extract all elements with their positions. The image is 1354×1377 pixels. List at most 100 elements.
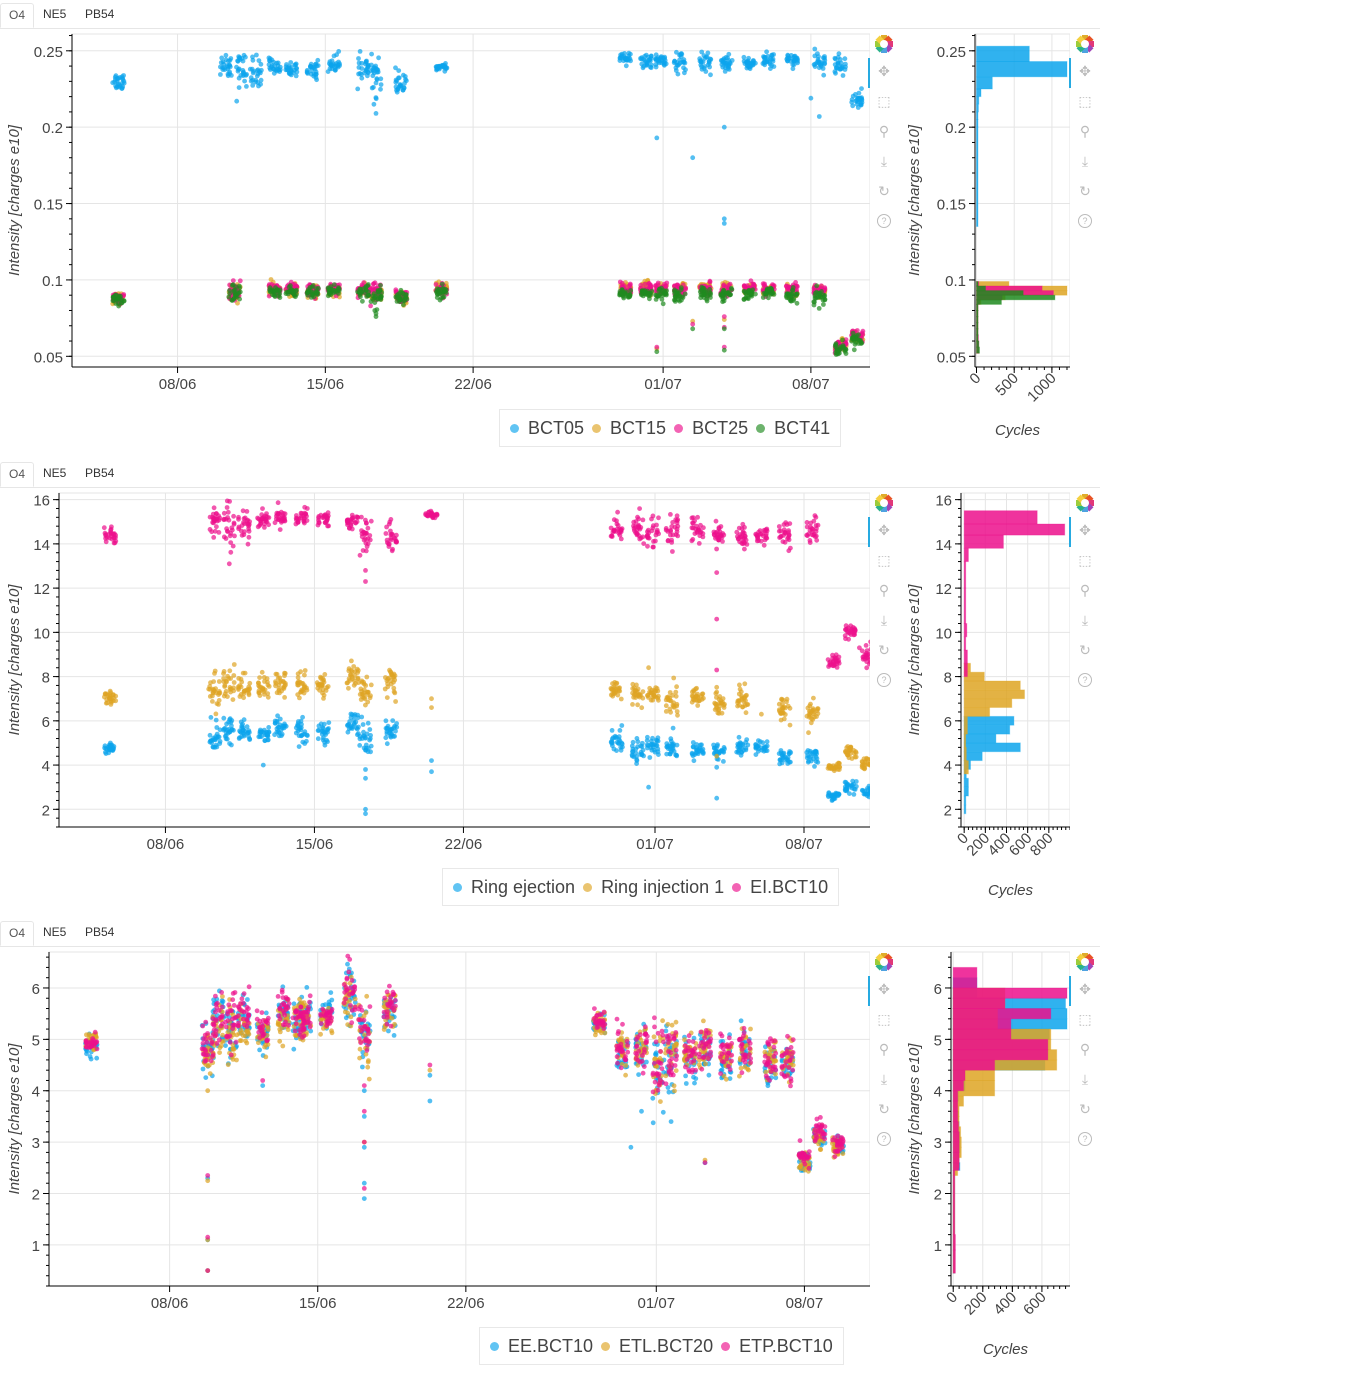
x-tick-label: 800 [1027, 830, 1057, 860]
data-point [218, 72, 223, 77]
pan-icon[interactable]: ✥ [1079, 62, 1091, 79]
wheel-zoom-icon[interactable]: ⚲ [1079, 122, 1091, 139]
data-point [648, 697, 654, 703]
data-point [667, 751, 673, 757]
data-point-outlier [429, 758, 434, 763]
legend-item[interactable]: BCT05 [510, 418, 584, 439]
legend-item[interactable]: EI.BCT10 [732, 877, 828, 898]
data-point [395, 294, 401, 299]
data-point [761, 542, 767, 548]
box-zoom-icon[interactable]: ⬚ [877, 551, 891, 568]
data-point [780, 697, 786, 703]
data-point [357, 743, 363, 748]
data-point [636, 523, 642, 529]
data-point [780, 539, 786, 544]
data-point [392, 536, 398, 541]
data-point [121, 73, 126, 78]
reset-icon[interactable]: ↻ [1079, 182, 1091, 199]
help-icon[interactable]: ? [873, 206, 895, 236]
data-point [357, 49, 363, 54]
y-tick-label: 1 [32, 1238, 40, 1255]
data-point [656, 693, 661, 699]
data-point [708, 72, 713, 78]
histogram-bar [976, 294, 1056, 301]
data-point [241, 695, 247, 701]
save-icon[interactable]: ⤓ [880, 611, 888, 628]
data-point [675, 523, 681, 529]
data-point [220, 999, 226, 1004]
data-point-outlier [721, 216, 727, 222]
data-point [318, 721, 324, 727]
data-point [360, 722, 366, 727]
data-point [830, 652, 835, 658]
data-point-outlier [714, 667, 720, 673]
pan-icon[interactable]: ✥ [878, 521, 890, 538]
box-zoom-icon[interactable]: ⬚ [1078, 92, 1092, 109]
reset-icon[interactable]: ↻ [878, 182, 890, 199]
legend-item[interactable]: Ring ejection [453, 877, 575, 898]
tab-ne5[interactable]: NE5 [43, 925, 67, 939]
data-point [401, 302, 406, 308]
tab-o4[interactable]: O4 [0, 921, 35, 946]
bokeh-logo-icon[interactable] [1074, 32, 1096, 56]
bokeh-logo-icon[interactable] [873, 32, 895, 56]
help-icon[interactable]: ? [873, 665, 895, 695]
data-point [346, 685, 351, 691]
y-axis-label: Intensity [charges e10] [6, 1043, 23, 1195]
data-point [365, 720, 371, 726]
reset-icon[interactable]: ↻ [878, 641, 890, 658]
data-point [698, 522, 703, 528]
wheel-zoom-icon[interactable]: ⚲ [1079, 581, 1091, 598]
legend-item[interactable]: BCT15 [592, 418, 666, 439]
save-icon[interactable]: ⤓ [1081, 152, 1089, 169]
pan-icon[interactable]: ✥ [878, 62, 890, 79]
box-zoom-icon[interactable]: ⬚ [877, 92, 891, 109]
data-point [651, 544, 656, 550]
pan-icon[interactable]: ✥ [1079, 521, 1091, 538]
data-point [794, 58, 800, 64]
data-point [216, 734, 222, 740]
data-point [745, 289, 751, 295]
wheel-zoom-icon[interactable]: ⚲ [878, 581, 890, 598]
help-icon[interactable]: ? [1074, 206, 1096, 236]
bokeh-logo-icon[interactable] [1074, 491, 1096, 515]
box-zoom-icon[interactable]: ⬚ [1078, 551, 1092, 568]
tab-o4[interactable]: O4 [0, 3, 35, 28]
wheel-zoom-icon[interactable]: ⚲ [878, 122, 890, 139]
data-point [734, 529, 740, 535]
save-icon[interactable]: ⤓ [880, 152, 888, 169]
tab-pb54[interactable]: PB54 [85, 466, 115, 480]
data-point [631, 526, 637, 531]
data-point [396, 75, 402, 81]
histogram-bar [963, 804, 967, 815]
data-point [347, 525, 352, 531]
reset-icon[interactable]: ↻ [1079, 641, 1091, 658]
data-point [784, 522, 790, 527]
data-point [304, 687, 310, 693]
legend-item[interactable]: Ring injection 1 [583, 877, 724, 898]
y-tick-label: 8 [42, 670, 50, 687]
tab-ne5[interactable]: NE5 [43, 466, 67, 480]
data-point [255, 515, 260, 521]
data-point [812, 61, 818, 67]
bokeh-logo-icon[interactable] [873, 491, 895, 515]
data-point [836, 51, 842, 57]
save-icon[interactable]: ⤓ [1081, 611, 1089, 628]
tab-o4[interactable]: O4 [0, 462, 35, 487]
tab-pb54[interactable]: PB54 [85, 7, 115, 21]
data-point [216, 530, 222, 535]
help-icon[interactable]: ? [1074, 665, 1096, 695]
tab-pb54[interactable]: PB54 [85, 925, 115, 939]
legend-item[interactable]: BCT41 [756, 418, 830, 439]
data-point [815, 706, 821, 712]
data-point [847, 630, 852, 636]
data-point [851, 748, 857, 753]
data-point [675, 71, 681, 77]
tab-ne5[interactable]: NE5 [43, 7, 67, 21]
legend-item[interactable]: BCT25 [674, 418, 748, 439]
